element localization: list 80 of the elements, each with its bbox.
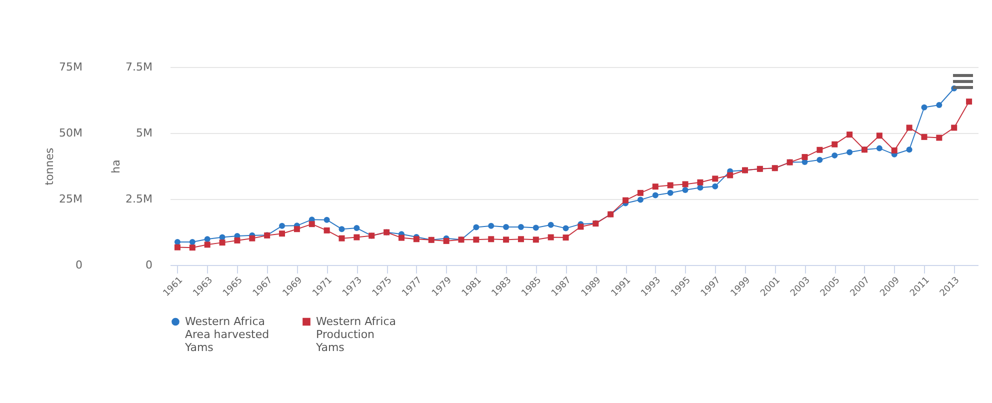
- point: [338, 235, 345, 242]
- point: [488, 236, 494, 242]
- point: [518, 224, 524, 230]
- point: [338, 226, 345, 232]
- point: [473, 224, 480, 230]
- point: [637, 196, 644, 203]
- point: [324, 227, 330, 234]
- point: [518, 236, 524, 242]
- point: [204, 242, 210, 248]
- point: [891, 147, 898, 154]
- point: [936, 134, 942, 141]
- y-tick-label: 75M: [59, 60, 82, 74]
- point: [398, 234, 404, 241]
- point: [876, 145, 882, 152]
- point: [652, 192, 658, 198]
- point: [966, 98, 972, 105]
- point: [548, 234, 554, 240]
- point: [816, 156, 823, 163]
- point: [189, 244, 196, 251]
- point: [622, 197, 629, 204]
- y-tick-label: 25M: [59, 192, 82, 206]
- point: [532, 224, 539, 231]
- point: [667, 190, 674, 196]
- legend-label: Western Africa Area harvested Yams: [184, 314, 270, 354]
- point: [294, 226, 300, 232]
- point: [652, 184, 658, 190]
- point: [219, 240, 226, 246]
- point: [712, 183, 718, 190]
- point: [413, 236, 420, 242]
- point: [174, 244, 180, 250]
- y-tick-label: 50M: [59, 126, 82, 140]
- y-axis-title: tonnes: [43, 147, 56, 186]
- point: [219, 234, 226, 240]
- point: [712, 176, 718, 182]
- point: [667, 182, 674, 188]
- point: [637, 190, 644, 196]
- point: [832, 141, 838, 148]
- point: [473, 236, 480, 243]
- point: [802, 154, 808, 160]
- point: [578, 224, 584, 230]
- point: [816, 146, 823, 153]
- point: [532, 236, 539, 243]
- point: [548, 222, 554, 228]
- point: [443, 238, 450, 244]
- legend-label: Western Africa Production Yams: [315, 314, 396, 354]
- point: [921, 104, 928, 110]
- y2-axis-title: ha: [110, 160, 123, 174]
- point: [951, 124, 958, 131]
- point: [936, 102, 942, 108]
- point: [249, 235, 256, 242]
- point: [503, 236, 510, 243]
- point: [727, 172, 734, 178]
- point: [906, 124, 912, 131]
- point: [279, 230, 286, 237]
- point: [906, 146, 912, 153]
- point: [488, 222, 494, 229]
- point: [562, 234, 569, 241]
- point: [234, 237, 240, 244]
- point: [876, 132, 882, 139]
- point: [846, 149, 853, 156]
- point: [682, 181, 688, 188]
- point: [682, 187, 688, 194]
- point: [324, 216, 330, 223]
- y2-tick-label: 2.5M: [126, 192, 152, 206]
- y2-tick-label: 5M: [136, 126, 152, 140]
- point: [189, 239, 196, 246]
- point: [503, 224, 510, 230]
- point: [354, 225, 360, 232]
- point: [354, 234, 360, 240]
- point: [562, 225, 569, 232]
- point: [846, 132, 853, 138]
- point: [697, 179, 704, 186]
- point: [279, 222, 286, 229]
- y-tick-label: 0: [76, 258, 82, 272]
- y2-tick-label: 0: [146, 258, 152, 272]
- point: [204, 236, 210, 242]
- point: [308, 221, 315, 228]
- point: [921, 134, 928, 140]
- y2-tick-label: 7.5M: [126, 60, 152, 74]
- point: [832, 152, 838, 158]
